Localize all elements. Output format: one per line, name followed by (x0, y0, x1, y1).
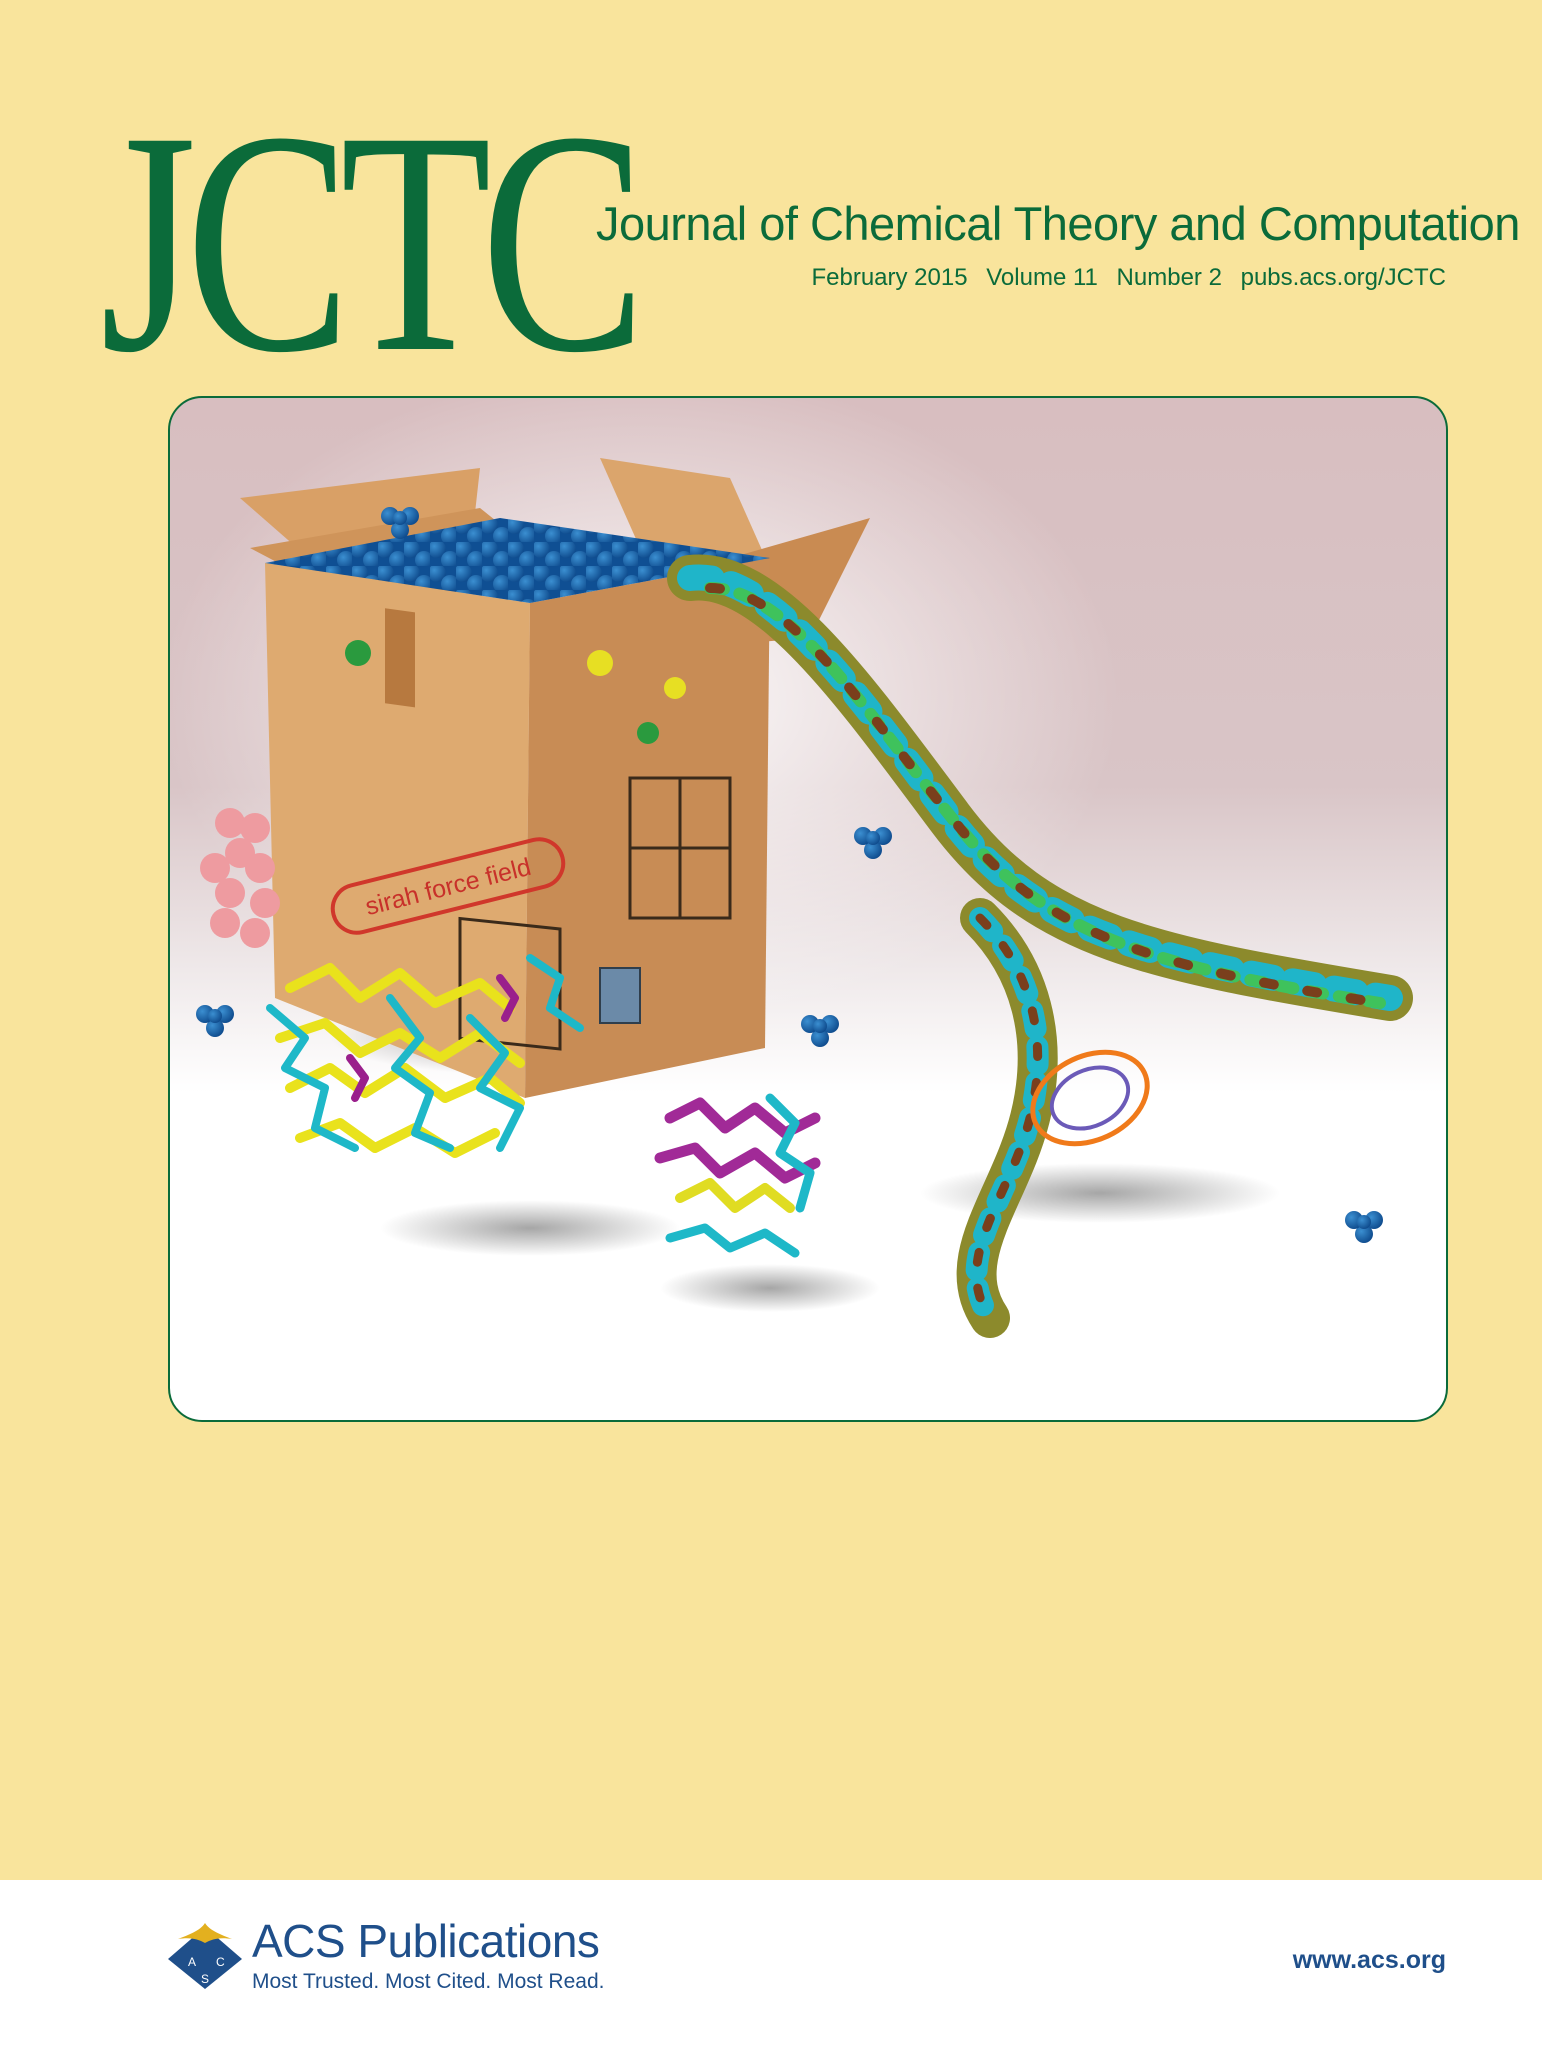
publisher-website-link[interactable]: www.acs.org (1292, 1946, 1446, 1974)
protein-cluster-left (266, 954, 584, 1158)
emblem-letter-c: C (216, 1955, 225, 1969)
issue-date: February 2015 (811, 264, 968, 291)
publisher-tagline: Most Trusted. Most Cited. Most Read. (252, 1970, 605, 1993)
acs-emblem-icon: A C S (168, 1923, 242, 1989)
dna-helix-long (667, 554, 1413, 1021)
issue-number: Number 2 (1116, 264, 1222, 291)
cardboard-box (240, 458, 870, 1098)
emblem-letter-a: A (188, 1955, 196, 1969)
emblem-letter-s: S (201, 1972, 209, 1986)
publisher-footer (0, 1880, 1542, 2048)
journal-title: Journal of Chemical Theory and Computati… (596, 197, 1520, 250)
journal-logo: JCTC (100, 66, 646, 418)
issue-line: February 2015 Volume 11 Number 2 pubs.ac… (600, 264, 1446, 292)
cover-art-panel: sirah force field (168, 396, 1448, 1422)
publisher-name: ACS Publications (252, 1915, 600, 1967)
journal-url: pubs.acs.org/JCTC (1240, 264, 1446, 291)
protein-cluster-center (654, 1093, 821, 1258)
water-molecules (196, 507, 1383, 1243)
cover-illustration: sirah force field (170, 398, 1413, 1338)
issue-volume: Volume 11 (986, 264, 1098, 291)
masthead: JCTC Journal of Chemical Theory and Comp… (0, 0, 1542, 418)
dna-helix-bent (956, 898, 1150, 1338)
pink-molecule (200, 808, 280, 948)
ions (345, 640, 686, 744)
